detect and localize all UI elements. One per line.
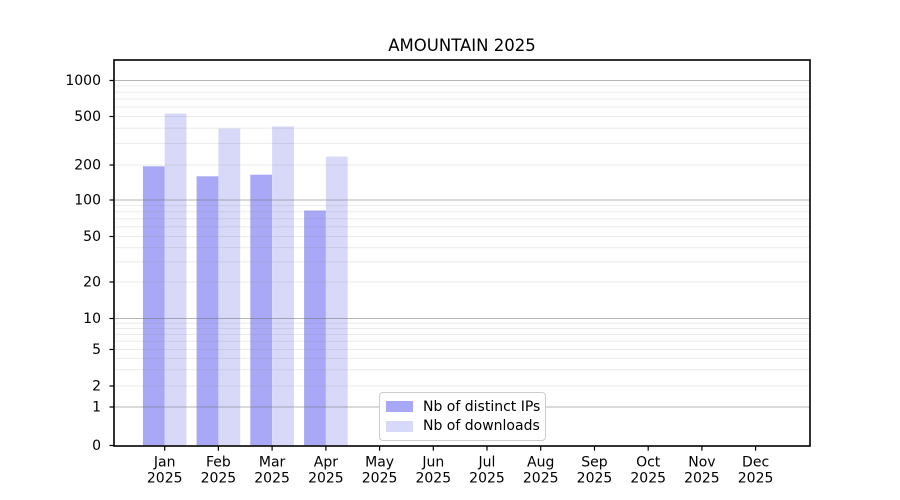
x-tick-label-month: Jun: [421, 455, 444, 471]
x-tick-label-month: Jul: [478, 455, 496, 471]
legend-item-downloads: Nb of downloads: [386, 417, 540, 437]
y-tick-label: 10: [83, 311, 101, 327]
x-tick-label-month: Nov: [688, 455, 715, 471]
legend-item-distinct-ips: Nb of distinct IPs: [386, 397, 541, 417]
x-tick-label-year: 2025: [201, 471, 237, 487]
y-tick-label: 0: [92, 438, 101, 454]
y-tick-label: 20: [83, 275, 101, 291]
x-tick-label-month: Dec: [742, 455, 769, 471]
y-tick-label: 100: [74, 193, 101, 209]
x-tick-label-year: 2025: [254, 471, 290, 487]
bar-downloads-feb: [218, 128, 241, 446]
x-tick-label-month: Mar: [259, 455, 286, 471]
x-tick-label-month: Jan: [153, 455, 176, 471]
legend-label-distinct-ips: Nb of distinct IPs: [423, 398, 541, 415]
legend: Nb of distinct IPs Nb of downloads: [379, 392, 546, 441]
legend-swatch-distinct-ips: [386, 401, 413, 413]
x-tick-label-month: Apr: [314, 455, 338, 471]
x-tick-label-year: 2025: [308, 471, 344, 487]
x-tick-label-year: 2025: [469, 471, 505, 487]
legend-swatch-downloads: [386, 420, 413, 432]
x-tick-label-year: 2025: [523, 471, 559, 487]
x-tick-label-year: 2025: [362, 471, 398, 487]
x-tick-label-year: 2025: [738, 471, 774, 487]
x-tick-label-month: Sep: [581, 455, 608, 471]
x-tick-label-month: Oct: [636, 455, 661, 471]
x-tick-label-month: May: [365, 455, 394, 471]
bar-distinct-ips-feb: [196, 176, 219, 446]
y-tick-label: 50: [83, 229, 101, 245]
bar-downloads-jan: [164, 113, 187, 446]
bar-downloads-mar: [272, 126, 294, 446]
bar-distinct-ips-mar: [250, 174, 273, 446]
bar-downloads-apr: [325, 156, 348, 446]
y-tick-label: 5: [92, 342, 101, 358]
y-tick-label: 500: [74, 109, 101, 125]
bar-distinct-ips-jan: [142, 166, 165, 446]
x-tick-label-month: Aug: [527, 455, 554, 471]
y-tick-label: 200: [74, 158, 101, 174]
x-tick-label-year: 2025: [415, 471, 451, 487]
x-tick-label-year: 2025: [577, 471, 613, 487]
x-tick-label-year: 2025: [630, 471, 666, 487]
y-tick-label: 2: [92, 379, 101, 395]
x-tick-label-year: 2025: [684, 471, 720, 487]
y-tick-label: 1000: [65, 73, 101, 89]
bar-distinct-ips-apr: [304, 210, 326, 446]
chart-title: AMOUNTAIN 2025: [388, 36, 536, 55]
y-tick-label: 1: [92, 400, 101, 416]
x-tick-label-year: 2025: [147, 471, 183, 487]
legend-label-downloads: Nb of downloads: [423, 418, 540, 435]
x-tick-label-month: Feb: [206, 455, 231, 471]
plot-border: [113, 59, 811, 447]
